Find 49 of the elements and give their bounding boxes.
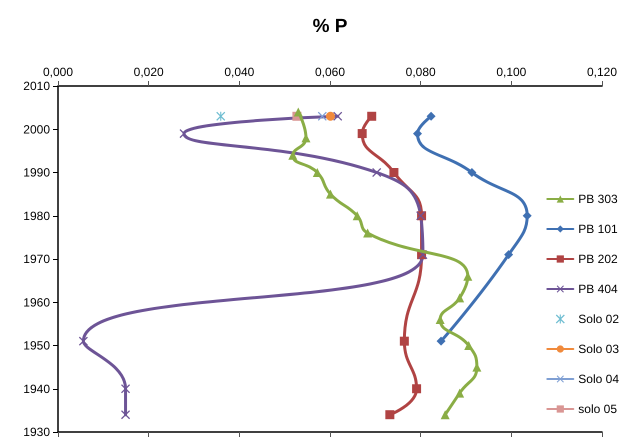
legend-label: PB 101: [578, 222, 618, 236]
x-tick-label: 0,080: [406, 65, 436, 79]
y-tick-label: 1970: [23, 252, 50, 266]
point: [358, 129, 367, 138]
legend-label: Solo 03: [578, 342, 620, 356]
x-axis-title: % P: [312, 16, 348, 37]
point: [363, 228, 372, 238]
point: [288, 150, 298, 160]
x-tick-label: 0,120: [586, 65, 618, 79]
y-tick-label: 2010: [23, 79, 50, 93]
point: [372, 168, 382, 177]
point: [367, 112, 376, 121]
y-tick-label: 1940: [23, 382, 50, 396]
point: [400, 336, 409, 346]
legend-label: Solo 04: [578, 372, 620, 386]
point: [464, 341, 474, 350]
legend-label: PB 303: [578, 192, 618, 206]
y-tick-label: 1990: [23, 166, 50, 180]
point: [455, 388, 464, 398]
point: [467, 168, 476, 177]
point: [426, 112, 436, 121]
y-tick-label: 1950: [23, 338, 50, 352]
x-tick-label: 0,040: [224, 65, 255, 79]
point: [121, 410, 130, 420]
y-tick-label: 1960: [23, 295, 50, 310]
y-tick-label: 2000: [23, 122, 50, 136]
x-tick-label: 0,100: [496, 65, 527, 79]
legend-label: PB 404: [578, 282, 618, 296]
point: [389, 168, 398, 177]
point: [504, 250, 514, 260]
point: [455, 293, 464, 302]
point: [352, 211, 362, 220]
point: [326, 112, 335, 121]
legend-label: solo 05: [578, 402, 618, 416]
point: [121, 384, 130, 394]
legend-label: PB 202: [578, 252, 618, 266]
point: [78, 336, 88, 346]
y-tick-label: 1930: [23, 425, 50, 438]
x-tick-label: 0,060: [314, 65, 346, 79]
point: [294, 107, 303, 116]
point: [412, 384, 422, 394]
legend-label: Solo 02: [578, 312, 620, 326]
y-tick-label: 1980: [23, 208, 50, 223]
x-tick-label: 0,000: [42, 65, 74, 79]
point: [436, 336, 446, 346]
point: [216, 112, 226, 121]
point: [440, 410, 450, 420]
point: [385, 410, 394, 420]
x-tick-label: 0,020: [134, 65, 164, 79]
